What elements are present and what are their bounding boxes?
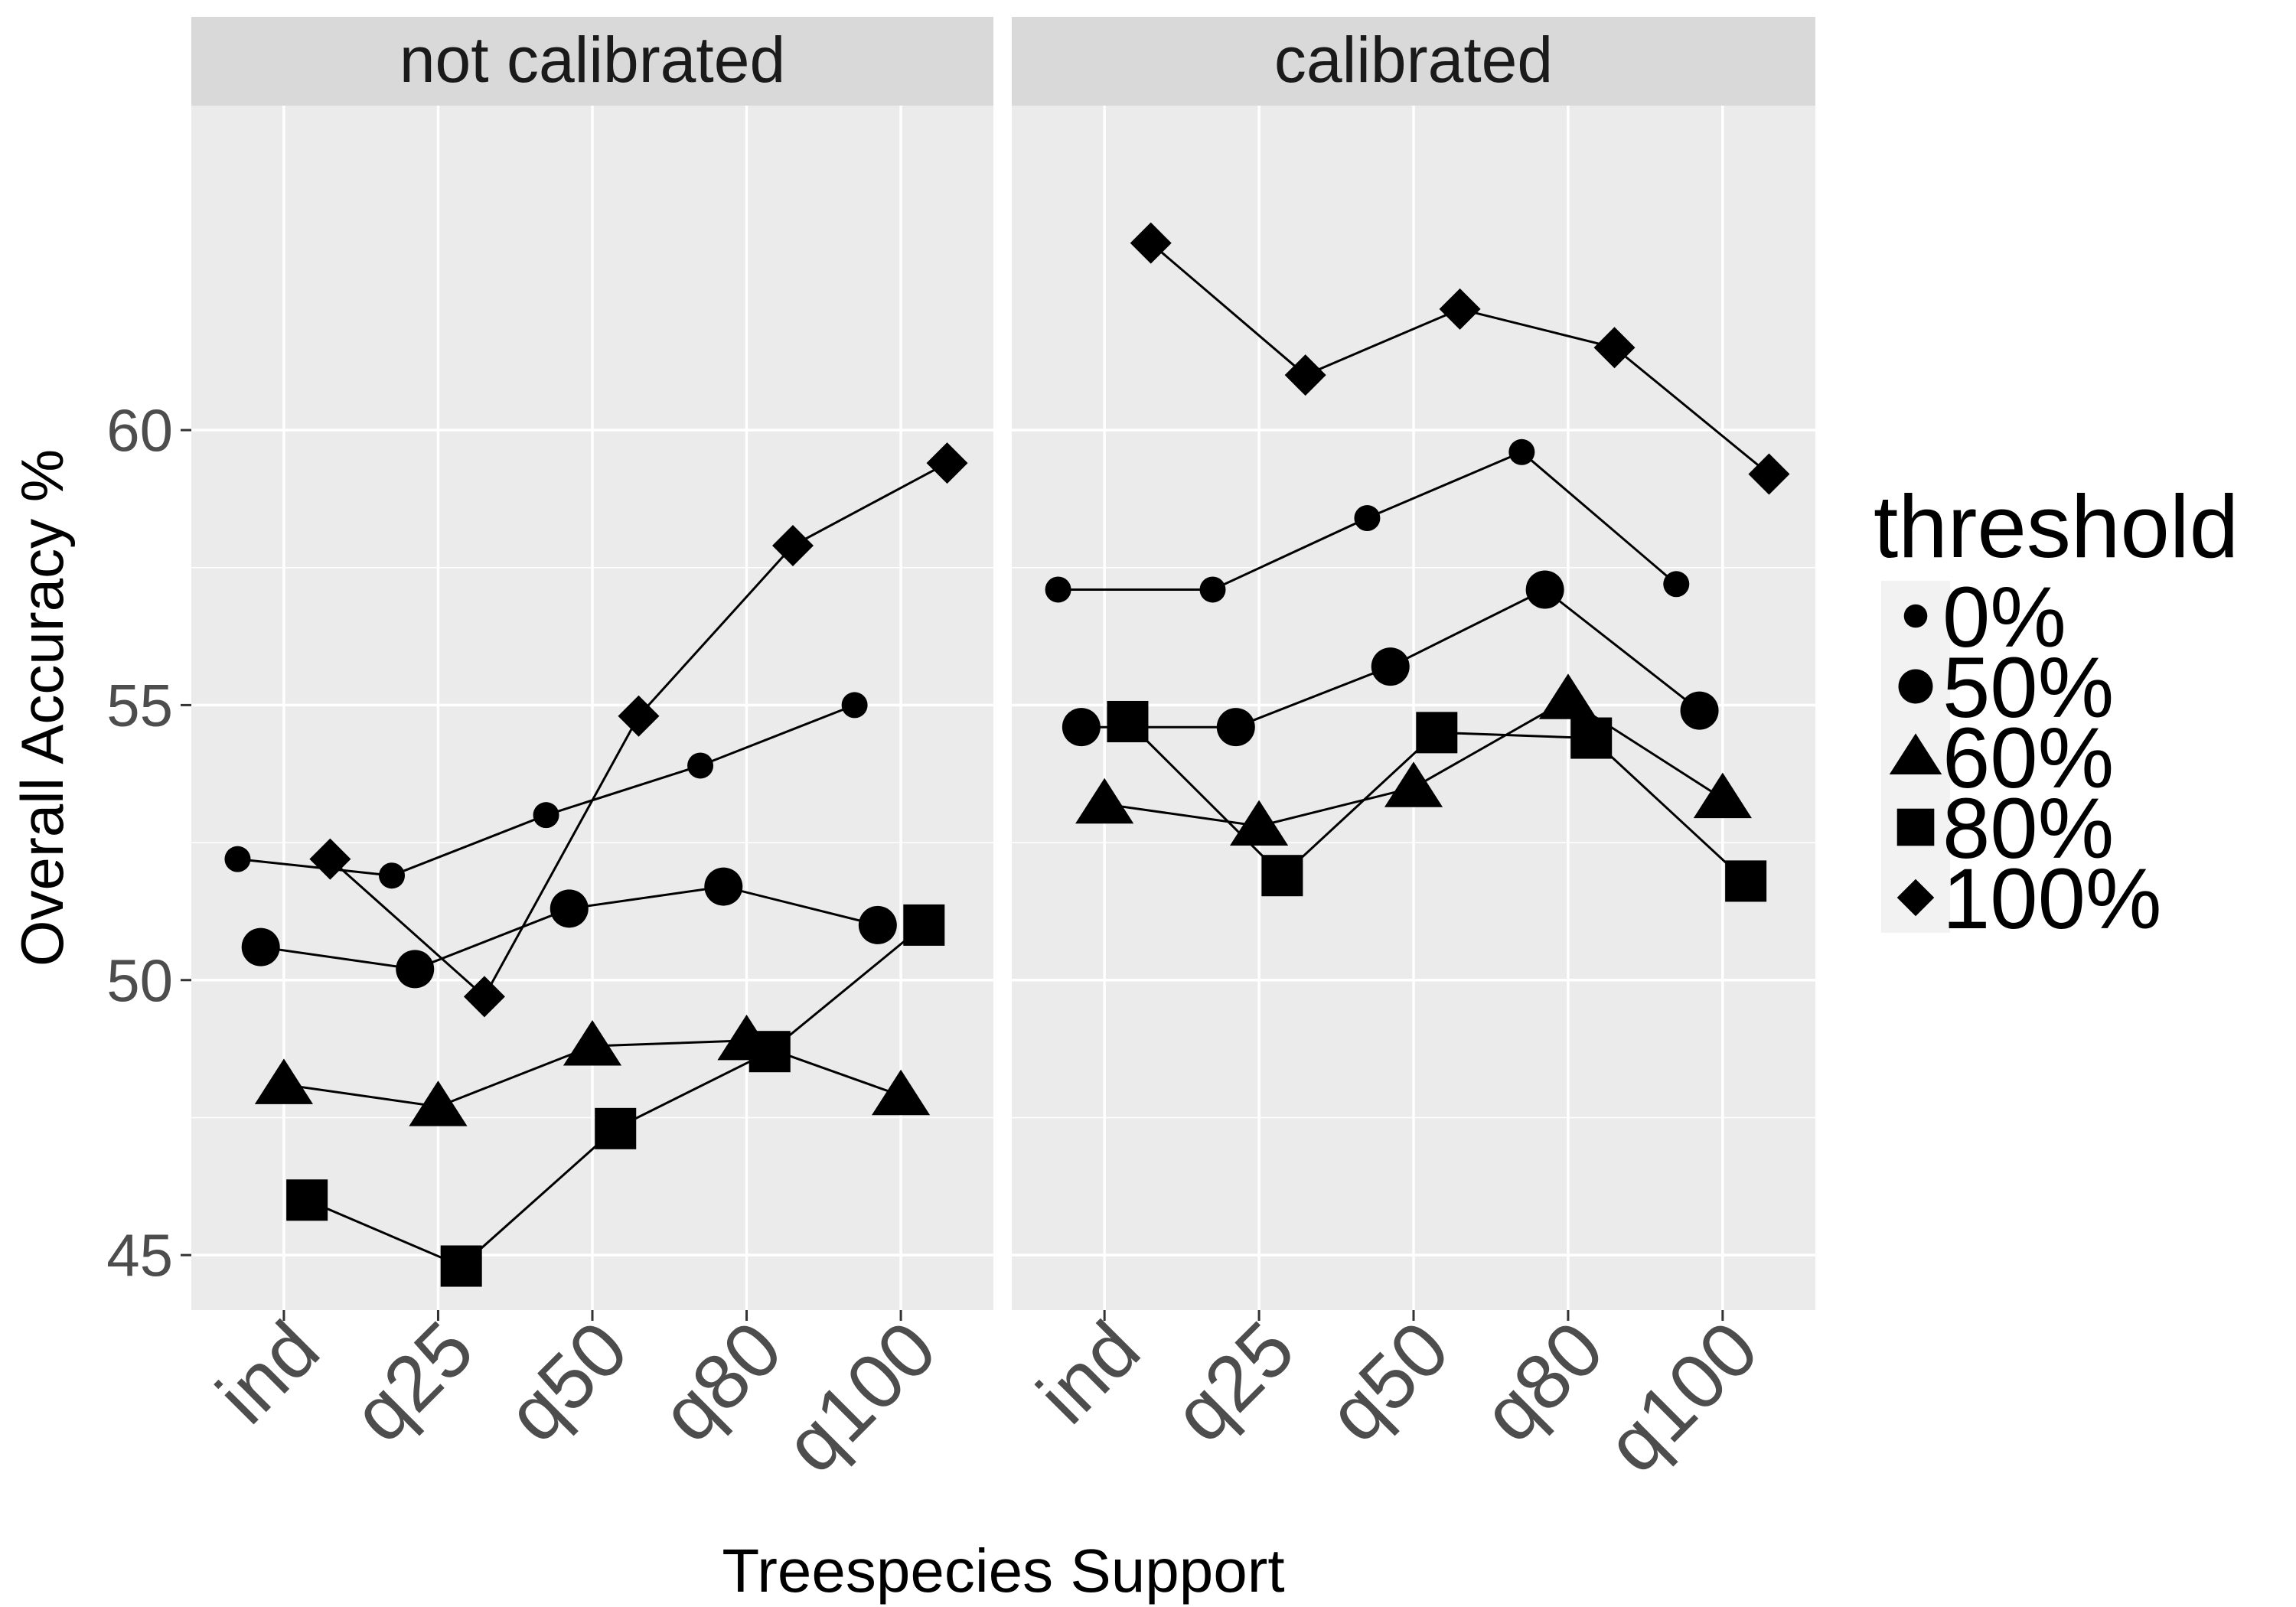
data-point [772,524,814,566]
x-axis-label: Treespecies Support [722,1537,1284,1605]
data-point [1663,571,1690,598]
data-point [1416,712,1458,754]
data-point [254,1058,314,1104]
legend-label: 0% [1942,569,2066,665]
data-point [841,692,868,719]
legend: threshold 0%50%60%80%100% [1874,477,2239,947]
data-point [1045,576,1071,603]
data-point [618,695,660,737]
facet-strip [1012,17,1815,106]
data-point [1525,570,1564,609]
data-point [1896,808,1935,846]
legend-label: 60% [1942,710,2114,806]
data-point [1680,691,1719,730]
data-point [1199,576,1226,603]
data-point [1384,761,1443,807]
data-point [396,950,435,989]
facet-title: calibrated [1274,24,1553,96]
y-tick-label: 50 [106,947,173,1014]
data-point [379,862,405,889]
data-point [1284,354,1326,396]
data-point [1371,647,1410,686]
y-tick-label: 45 [106,1221,173,1289]
data-point [409,1081,468,1126]
data-point [463,976,505,1018]
legend-label: 50% [1942,640,2114,735]
y-axis: 45 50 55 60 [106,396,191,1289]
data-point [687,752,714,779]
data-marks [1045,222,1790,902]
data-point [1903,604,1928,628]
data-point [1354,505,1381,532]
data-point [241,927,280,966]
data-point [1130,222,1172,264]
data-point [748,1031,791,1073]
data-point [1062,708,1101,747]
y-tick-label: 60 [106,396,173,464]
data-point [1725,860,1767,902]
data-point [1439,288,1481,330]
data-point [903,904,945,946]
data-point [1261,855,1303,897]
legend-items: 0%50%60%80%100% [1881,569,2161,947]
data-marks [224,442,968,1287]
data-point [1538,673,1598,719]
data-point [1593,327,1636,369]
legend-title: threshold [1874,477,2239,576]
data-point [533,802,559,829]
data-point [704,867,743,906]
y-axis-label: Overall Accuracy % [8,449,76,966]
data-point [1508,438,1535,465]
data-point [1898,669,1933,704]
data-point [550,889,589,928]
legend-label: 80% [1942,781,2114,876]
facet-strip [191,17,993,106]
y-tick-label: 55 [106,671,173,738]
data-point [440,1245,482,1287]
data-point [1075,777,1134,824]
data-point [871,1069,931,1116]
data-point [1748,453,1790,495]
gridlines [191,106,993,1310]
facet-title: not calibrated [400,24,785,96]
data-point [1229,800,1289,846]
data-point [1570,717,1613,759]
data-point [1693,772,1752,819]
data-point [1889,733,1942,774]
data-point [309,838,351,880]
data-point [563,1020,622,1066]
data-point [1216,708,1255,747]
data-point [1107,700,1149,742]
data-point [595,1107,637,1149]
data-point [926,442,968,484]
data-point [286,1179,328,1221]
data-point [224,846,251,872]
data-point [858,905,897,944]
data-point [1896,878,1935,917]
legend-label: 100% [1942,851,2161,947]
